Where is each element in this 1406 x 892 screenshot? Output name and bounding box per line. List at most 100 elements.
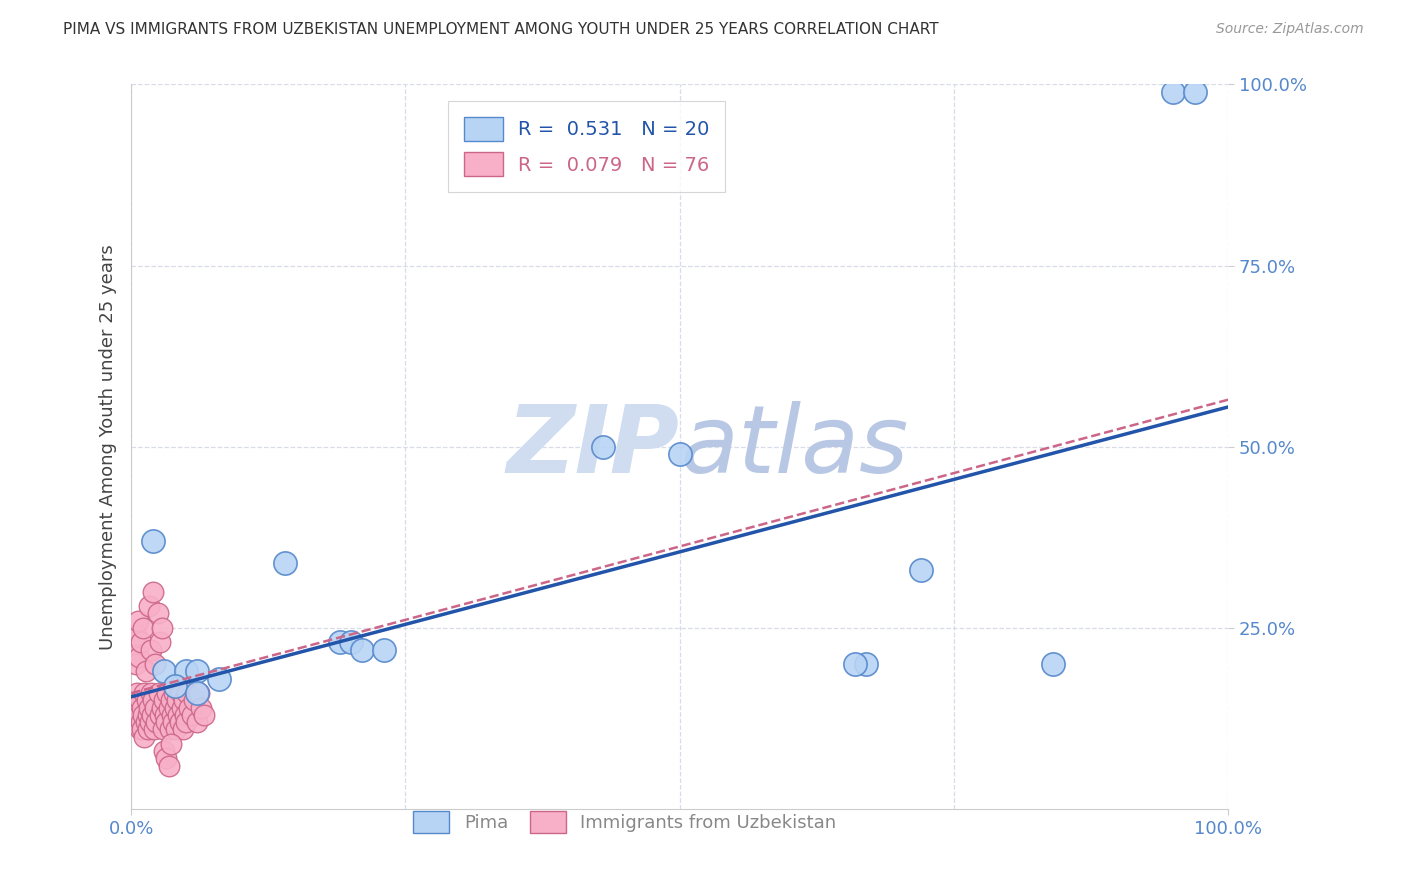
- Point: [188, 686, 211, 700]
- Point: [170, 700, 193, 714]
- Point: [855, 657, 877, 672]
- Point: [339, 635, 361, 649]
- Point: [165, 679, 187, 693]
- Point: [173, 693, 195, 707]
- Point: [668, 447, 690, 461]
- Point: [149, 707, 172, 722]
- Point: [125, 700, 148, 714]
- Point: [128, 707, 150, 722]
- Point: [153, 665, 176, 679]
- Point: [174, 707, 197, 722]
- Point: [131, 723, 153, 737]
- Point: [186, 665, 208, 679]
- Point: [910, 563, 932, 577]
- Point: [1184, 85, 1206, 99]
- Point: [124, 628, 146, 642]
- Point: [145, 657, 167, 672]
- Point: [138, 599, 160, 614]
- Point: [127, 614, 149, 628]
- Point: [155, 715, 177, 730]
- Point: [157, 700, 180, 714]
- Point: [134, 730, 156, 744]
- Point: [156, 686, 179, 700]
- Point: [373, 642, 395, 657]
- Point: [132, 707, 155, 722]
- Point: [193, 707, 215, 722]
- Y-axis label: Unemployment Among Youth under 25 years: Unemployment Among Youth under 25 years: [100, 244, 117, 649]
- Point: [165, 700, 187, 714]
- Point: [139, 715, 162, 730]
- Point: [152, 723, 174, 737]
- Point: [134, 686, 156, 700]
- Point: [174, 665, 197, 679]
- Point: [157, 758, 180, 772]
- Point: [129, 635, 152, 649]
- Point: [125, 686, 148, 700]
- Point: [134, 715, 156, 730]
- Point: [159, 693, 181, 707]
- Point: [162, 715, 184, 730]
- Point: [186, 715, 208, 730]
- Point: [150, 621, 173, 635]
- Point: [141, 707, 163, 722]
- Point: [274, 556, 297, 570]
- Point: [1163, 85, 1185, 99]
- Text: Source: ZipAtlas.com: Source: ZipAtlas.com: [1216, 22, 1364, 37]
- Point: [179, 700, 201, 714]
- Point: [176, 686, 198, 700]
- Point: [127, 715, 149, 730]
- Point: [129, 693, 152, 707]
- Point: [169, 715, 191, 730]
- Point: [183, 693, 205, 707]
- Point: [142, 693, 165, 707]
- Point: [180, 707, 202, 722]
- Point: [169, 686, 191, 700]
- Point: [155, 707, 177, 722]
- Point: [155, 751, 177, 765]
- Text: ZIP: ZIP: [506, 401, 679, 492]
- Point: [142, 534, 165, 549]
- Point: [136, 707, 159, 722]
- Point: [350, 642, 373, 657]
- Point: [159, 723, 181, 737]
- Point: [149, 635, 172, 649]
- Point: [1042, 657, 1064, 672]
- Point: [132, 621, 155, 635]
- Text: PIMA VS IMMIGRANTS FROM UZBEKISTAN UNEMPLOYMENT AMONG YOUTH UNDER 25 YEARS CORRE: PIMA VS IMMIGRANTS FROM UZBEKISTAN UNEMP…: [63, 22, 939, 37]
- Point: [174, 715, 197, 730]
- Point: [592, 440, 614, 454]
- Point: [145, 700, 167, 714]
- Point: [131, 700, 153, 714]
- Point: [129, 723, 152, 737]
- Point: [208, 672, 231, 686]
- Point: [165, 723, 187, 737]
- Point: [124, 642, 146, 657]
- Point: [124, 657, 146, 672]
- Point: [190, 700, 212, 714]
- Text: atlas: atlas: [679, 401, 908, 492]
- Point: [145, 715, 167, 730]
- Point: [139, 686, 162, 700]
- Point: [134, 665, 156, 679]
- Point: [153, 744, 176, 758]
- Legend: Pima, Immigrants from Uzbekistan: Pima, Immigrants from Uzbekistan: [402, 800, 848, 844]
- Point: [139, 642, 162, 657]
- Point: [146, 607, 169, 621]
- Point: [163, 686, 186, 700]
- Point: [186, 686, 208, 700]
- Point: [142, 584, 165, 599]
- Point: [844, 657, 866, 672]
- Point: [159, 737, 181, 751]
- Point: [138, 700, 160, 714]
- Point: [153, 693, 176, 707]
- Point: [143, 723, 166, 737]
- Point: [329, 635, 352, 649]
- Point: [150, 700, 173, 714]
- Point: [129, 715, 152, 730]
- Point: [160, 707, 183, 722]
- Point: [136, 723, 159, 737]
- Point: [148, 686, 170, 700]
- Point: [166, 693, 188, 707]
- Point: [172, 723, 194, 737]
- Point: [135, 693, 157, 707]
